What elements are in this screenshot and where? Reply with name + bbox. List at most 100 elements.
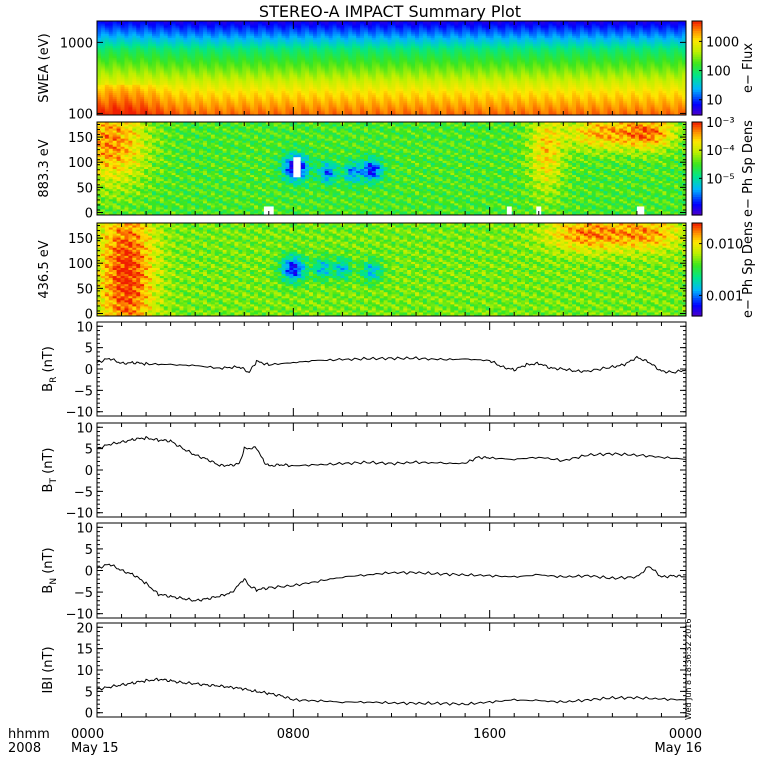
heatmap-cell [407,25,412,28]
heatmap-cell [179,63,184,67]
heatmap-cell [108,35,114,38]
heatmap-cell [422,43,428,47]
heatmap-cell [422,33,428,36]
heatmap-cell [399,74,404,77]
heatmap-cell [214,92,220,96]
heatmap-cell [367,74,373,77]
heatmap-cell [140,94,145,98]
heatmap-cell [136,84,141,87]
heatmap-cell [136,82,141,85]
heatmap-cell [214,21,220,24]
heatmap-cell [293,108,298,112]
heatmap-cell [458,35,463,38]
heatmap-cell [462,25,467,28]
heatmap-cell [356,37,361,40]
heatmap-cell [367,96,373,100]
heatmap-cell [426,100,432,104]
heatmap-cell [352,25,357,28]
heatmap-cell [395,45,400,49]
heatmap-cell [395,92,400,96]
heatmap-cell [132,65,137,69]
heatmap-cell [257,70,263,73]
heatmap-cell [250,65,255,69]
heatmap-cell [371,65,377,69]
heatmap-cell [265,25,271,28]
heatmap-cell [360,47,365,51]
heatmap-cell [328,41,334,44]
heatmap-cell [371,96,377,100]
heatmap-cell [273,45,279,49]
heatmap-cell [375,112,381,116]
heatmap-cell [462,80,467,83]
heatmap-cell [458,106,463,110]
heatmap-cell [242,31,247,34]
heatmap-cell [238,35,243,38]
heatmap-cell [301,78,306,81]
heatmap-cell [167,49,173,53]
heatmap-cell [214,74,220,77]
heatmap-cell [450,57,455,61]
heatmap-cell [187,49,192,53]
heatmap-cell [148,59,153,63]
heatmap-cell [360,41,365,44]
heatmap-cell [226,47,232,51]
heatmap-cell [226,43,232,47]
heatmap-cell [493,80,499,83]
heatmap-cell [242,47,247,51]
heatmap-cell [422,37,428,40]
heatmap-cell [187,76,192,79]
heatmap-cell [356,96,361,100]
heatmap-cell [163,78,169,81]
heatmap-cell [297,106,302,110]
heatmap-cell [128,78,133,81]
heatmap-cell [163,61,169,65]
heatmap-cell [391,100,396,104]
heatmap-cell [320,47,326,51]
heatmap-cell [473,55,479,59]
heatmap-cell [411,88,416,91]
heatmap-cell [364,55,369,59]
heatmap-cell [281,112,286,116]
heatmap-cell [254,92,259,96]
heatmap-cell [364,106,369,110]
heatmap-cell [438,61,444,65]
heatmap-cell [144,78,149,81]
heatmap-cell [293,86,298,89]
heatmap-cell [485,76,491,79]
heatmap-cell [144,43,149,47]
heatmap-cell [356,92,361,96]
heatmap-cell [250,25,255,28]
heatmap-cell [301,72,306,75]
heatmap-cell [226,94,232,98]
heatmap-cell [293,84,298,87]
heatmap-cell [281,104,286,108]
heatmap-cell [312,74,318,77]
heatmap-cell [395,76,400,79]
heatmap-cell [336,102,341,106]
heatmap-cell [477,61,483,65]
heatmap-cell [328,78,334,81]
heatmap-cell [301,84,306,87]
heatmap-cell [234,25,239,28]
heatmap-cell [230,106,235,110]
heatmap-cell [104,88,110,91]
heatmap-cell [269,49,275,53]
heatmap-cell [497,70,502,73]
heatmap-cell [387,57,392,61]
heatmap-cell [466,104,471,108]
heatmap-cell [281,53,286,57]
heatmap-cell [277,47,283,51]
heatmap-cell [418,92,424,96]
heatmap-cell [462,76,467,79]
heatmap-cell [426,51,432,55]
heatmap-cell [418,96,424,100]
heatmap-cell [97,100,102,104]
heatmap-cell [395,21,400,24]
heatmap-cell [199,70,204,73]
heatmap-cell [348,35,353,38]
heatmap-cell [356,110,361,114]
heatmap-cell [203,27,208,30]
heatmap-cell [352,21,357,24]
heatmap-cell [340,31,345,34]
heatmap-cell [371,49,377,53]
